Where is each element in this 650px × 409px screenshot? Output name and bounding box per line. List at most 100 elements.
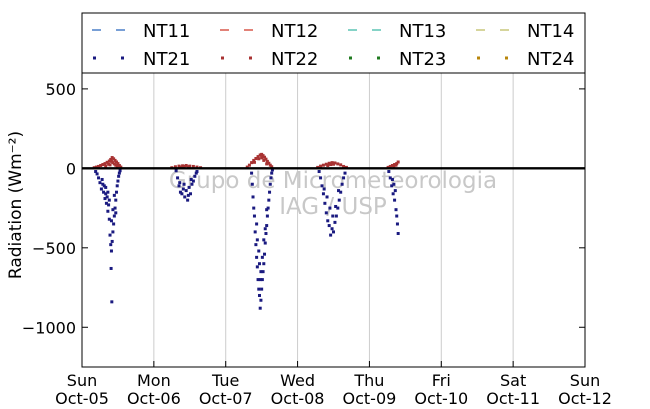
data-point-nt21 bbox=[189, 177, 193, 181]
legend-label: NT12 bbox=[271, 21, 318, 42]
data-point-nt21 bbox=[343, 171, 347, 175]
data-point-nt22 bbox=[97, 164, 101, 168]
data-point-nt22 bbox=[336, 162, 340, 166]
data-point-nt22 bbox=[392, 164, 396, 168]
data-point-nt21 bbox=[392, 182, 396, 186]
data-point-nt21 bbox=[174, 169, 178, 173]
data-point-nt21 bbox=[182, 182, 186, 186]
data-point-nt21 bbox=[259, 298, 263, 302]
data-point-nt21 bbox=[103, 197, 107, 201]
data-point-nt21 bbox=[250, 171, 254, 175]
data-point-nt21 bbox=[258, 306, 262, 310]
legend: NT11 NT12 NT13 NT14 NT21 NT22 NT23 NT24 bbox=[81, 12, 586, 74]
legend-marker bbox=[505, 56, 508, 60]
data-point-nt21 bbox=[104, 185, 108, 189]
data-point-nt21 bbox=[331, 214, 335, 218]
data-point-nt21 bbox=[254, 243, 258, 247]
data-point-nt22 bbox=[179, 165, 183, 169]
x-tick-label-day: Mon bbox=[137, 371, 171, 390]
data-point-nt21 bbox=[261, 270, 265, 274]
y-tick-label: 0 bbox=[66, 159, 76, 178]
data-point-nt21 bbox=[324, 211, 328, 215]
y-axis-label: Radiation (Wm⁻²) bbox=[6, 131, 26, 279]
data-point-nt21 bbox=[270, 171, 274, 175]
data-point-nt22 bbox=[113, 158, 117, 162]
data-point-nt21 bbox=[114, 190, 118, 194]
legend-marker bbox=[93, 56, 96, 60]
data-point-nt21 bbox=[102, 190, 106, 194]
x-tick-label-date: Oct-08 bbox=[271, 389, 325, 408]
data-point-nt21 bbox=[265, 214, 269, 218]
data-point-nt21 bbox=[114, 198, 118, 202]
data-point-nt22 bbox=[94, 165, 98, 169]
data-point-nt21 bbox=[102, 184, 106, 188]
data-point-nt21 bbox=[260, 255, 264, 259]
data-point-nt21 bbox=[333, 220, 337, 224]
data-point-nt22 bbox=[99, 163, 103, 167]
data-point-nt21 bbox=[109, 249, 113, 253]
data-point-nt21 bbox=[258, 278, 262, 282]
data-point-nt21 bbox=[110, 239, 114, 243]
data-point-nt21 bbox=[111, 208, 115, 212]
data-point-nt21 bbox=[97, 176, 101, 180]
legend-label: NT14 bbox=[527, 21, 574, 42]
data-point-nt21 bbox=[257, 293, 261, 297]
data-point-nt21 bbox=[257, 249, 261, 253]
data-point-nt21 bbox=[329, 233, 333, 237]
data-point-nt21 bbox=[195, 170, 199, 174]
data-point-nt21 bbox=[320, 184, 324, 188]
data-point-nt21 bbox=[190, 182, 194, 186]
data-point-nt21 bbox=[268, 190, 272, 194]
data-point-nt21 bbox=[99, 187, 103, 191]
data-point-nt22 bbox=[330, 161, 334, 165]
data-point-nt21 bbox=[109, 219, 113, 223]
x-tick-label-date: Oct-10 bbox=[414, 389, 468, 408]
data-point-nt21 bbox=[100, 177, 104, 181]
data-point-nt21 bbox=[328, 206, 332, 210]
data-point-nt22 bbox=[319, 164, 323, 168]
data-point-nt21 bbox=[396, 232, 400, 236]
legend-marker bbox=[121, 56, 124, 60]
data-point-nt21 bbox=[184, 189, 188, 193]
data-point-nt21 bbox=[391, 192, 395, 196]
data-point-nt21 bbox=[104, 201, 108, 205]
data-point-nt22 bbox=[265, 162, 269, 166]
data-point-nt21 bbox=[187, 185, 191, 189]
data-point-nt22 bbox=[261, 154, 265, 158]
data-point-nt21 bbox=[110, 300, 114, 304]
data-point-nt21 bbox=[118, 169, 122, 173]
data-point-nt21 bbox=[395, 214, 399, 218]
data-point-nt22 bbox=[252, 160, 256, 164]
data-point-nt21 bbox=[115, 184, 119, 188]
data-point-nt21 bbox=[177, 184, 181, 188]
data-point-nt21 bbox=[116, 179, 120, 183]
data-point-nt21 bbox=[325, 195, 329, 199]
data-point-nt22 bbox=[247, 163, 251, 167]
data-point-nt21 bbox=[387, 170, 391, 174]
data-point-nt21 bbox=[263, 227, 267, 231]
data-point-nt21 bbox=[112, 193, 116, 197]
legend-label: NT13 bbox=[399, 21, 446, 42]
x-tick-label-day: Fri bbox=[432, 371, 451, 390]
data-point-nt21 bbox=[265, 208, 269, 212]
data-point-nt21 bbox=[322, 187, 326, 191]
x-tick-label-date: Oct-05 bbox=[55, 389, 109, 408]
data-point-nt21 bbox=[257, 262, 261, 266]
data-point-nt21 bbox=[98, 181, 102, 185]
data-point-nt22 bbox=[107, 159, 111, 163]
data-point-nt21 bbox=[95, 172, 99, 176]
data-point-nt22 bbox=[177, 164, 181, 168]
data-point-nt21 bbox=[107, 217, 111, 221]
legend-frame bbox=[81, 12, 586, 74]
data-point-nt21 bbox=[332, 230, 335, 234]
y-axis-ticks: 500 0 −500 −1000 bbox=[22, 80, 585, 337]
legend-marker bbox=[221, 56, 224, 60]
data-point-nt21 bbox=[394, 208, 398, 212]
data-point-nt22 bbox=[115, 164, 119, 168]
data-point-nt21 bbox=[334, 204, 338, 208]
data-point-nt22 bbox=[332, 162, 335, 166]
data-point-nt21 bbox=[107, 203, 111, 207]
data-point-nt22 bbox=[191, 164, 195, 168]
data-point-nt21 bbox=[117, 171, 121, 175]
watermark-line-1: Grupo de Micrometeorologia bbox=[169, 168, 497, 194]
